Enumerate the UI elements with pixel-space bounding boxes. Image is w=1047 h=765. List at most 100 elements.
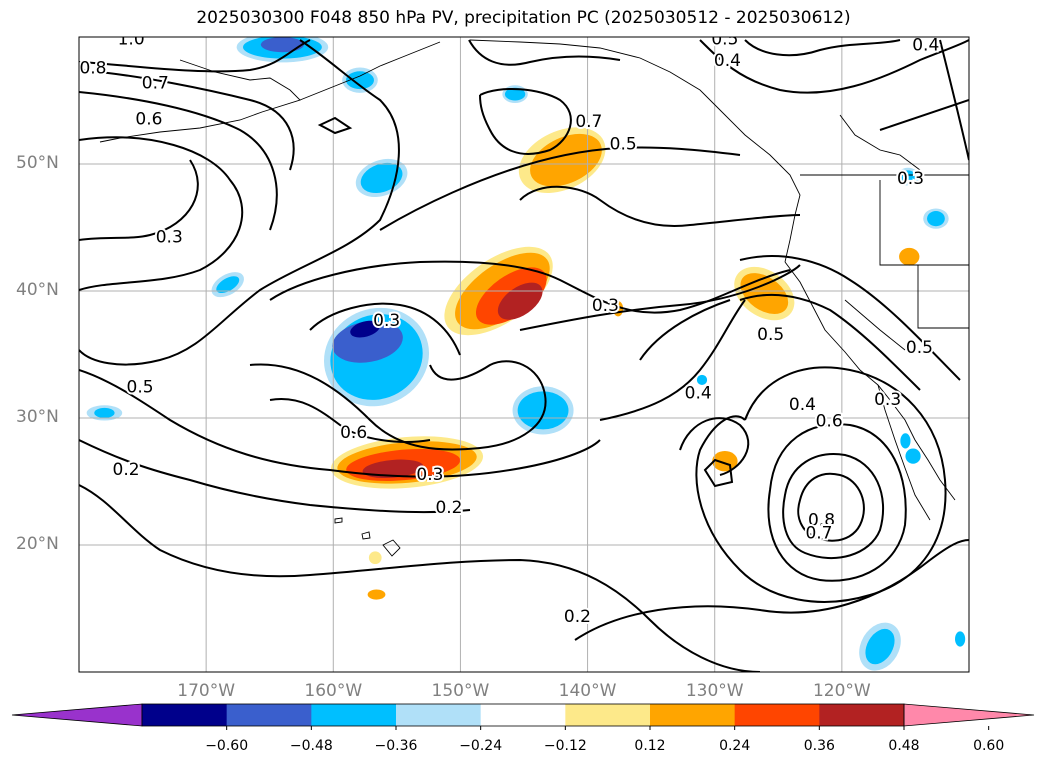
contour-label: 1.0 [118,29,145,49]
map-title: 2025030300 F048 850 hPa PV, precipitatio… [196,8,851,28]
contour-line [79,91,278,231]
contour-label: 0.3 [373,311,400,331]
contour-label: 0.3 [416,465,443,485]
contour-label: 0.4 [912,36,939,56]
colorbar-swatch [650,704,736,726]
contour-label: 0.6 [340,423,367,443]
latitude-label: 50°N [16,153,59,173]
colorbar-swatch [396,704,482,726]
alaska-coast [99,59,301,143]
contour-line [679,417,750,476]
contour-line [744,39,901,57]
longitude-label: 120°W [812,681,871,701]
contour-line [519,185,801,227]
contour-line [797,472,865,542]
colorbar-tick-label: −0.36 [374,738,418,754]
colorbar-tick-label: 0.12 [634,738,666,754]
contour-line [79,439,471,514]
contour-line [269,398,431,443]
colorbar-swatch [480,704,566,726]
colorbar-swatch [819,704,905,726]
contour-label: 0.3 [874,390,901,410]
precip-blob [368,551,382,565]
contour-label: 0.2 [435,498,462,518]
contour-line [79,484,761,672]
precip-blob [955,631,966,647]
contour-label: 0.5 [127,377,154,397]
colorbar-tick-label: −0.24 [459,738,503,754]
precip-blob [899,247,920,266]
precip-blob [360,162,403,194]
colorbar-extend-high [903,703,1035,727]
canada-interior [839,114,921,171]
baja-coast [877,384,931,521]
contour-line [574,539,969,641]
coastlines [99,39,969,557]
colorbar-tick-label: 0.24 [719,738,751,754]
contour-label: 0.5 [610,135,637,155]
contour-line [739,293,921,391]
contour-line [879,99,969,131]
contour-label: 0.3 [592,296,619,316]
contour-label: 0.4 [789,395,816,415]
contour-label: 0.3 [156,227,183,247]
colorbar-tick-label: −0.48 [289,738,333,754]
contour-label: 0.2 [113,460,140,480]
contour-line [79,369,601,478]
colorbar-extend-low [11,703,143,727]
colorbar-swatch [734,704,820,726]
contour-line [599,299,746,421]
state-border-2 [917,265,969,329]
contour-label: 0.3 [897,169,924,189]
precip-blob [927,210,945,227]
contour-line [249,360,547,451]
contour-label: 0.6 [135,109,162,129]
contour-line [782,453,885,560]
hawaii-island-3 [334,517,343,524]
state-border-1 [879,180,969,266]
contour-line [739,255,961,381]
precip-blob [367,589,386,600]
precip-blob [900,170,916,184]
latitude-label: 30°N [16,407,59,427]
contour-line [79,69,295,171]
colorbar-frame [141,703,905,727]
contour-label: 0.8 [79,58,106,78]
contour-line [79,136,244,291]
colorbar-swatch [226,704,312,726]
contour-label: 0.7 [142,74,169,94]
precip-blob [497,282,543,320]
contour-line [309,302,461,356]
precip-blob [94,407,115,419]
colorbar-tick-label: −0.12 [543,738,587,754]
contour-label: 0.7 [805,523,832,543]
gulf-of-alaska-coast [469,39,801,263]
contour-label: 0.2 [564,607,591,627]
colorbar-swatch [565,704,651,726]
precip-blob [260,37,305,53]
pv-contours [79,39,969,672]
precip-blob [362,459,424,479]
precip-blob [900,433,911,449]
state-border-3 [844,299,906,351]
colorbar-tick-label: −0.60 [205,738,249,754]
longitude-label: 130°W [685,681,744,701]
aleutian-islands [299,41,441,101]
contour-label: 0.5 [906,338,933,358]
latitude-label: 40°N [16,280,59,300]
precip-blob [332,320,403,363]
contour-label: 0.5 [711,29,738,49]
precip-blob [905,448,921,464]
precip-blob [530,133,602,187]
contour-line [379,146,741,231]
gridlines [79,37,969,672]
contour-label: 0.6 [816,412,843,432]
precip-blob [350,320,380,338]
colorbar-swatch [311,704,397,726]
precip-blob [504,87,526,101]
contour-label: 0.4 [714,51,741,71]
colorbar-tick-label: 0.36 [803,738,835,754]
latitude-label: 20°N [16,534,59,554]
